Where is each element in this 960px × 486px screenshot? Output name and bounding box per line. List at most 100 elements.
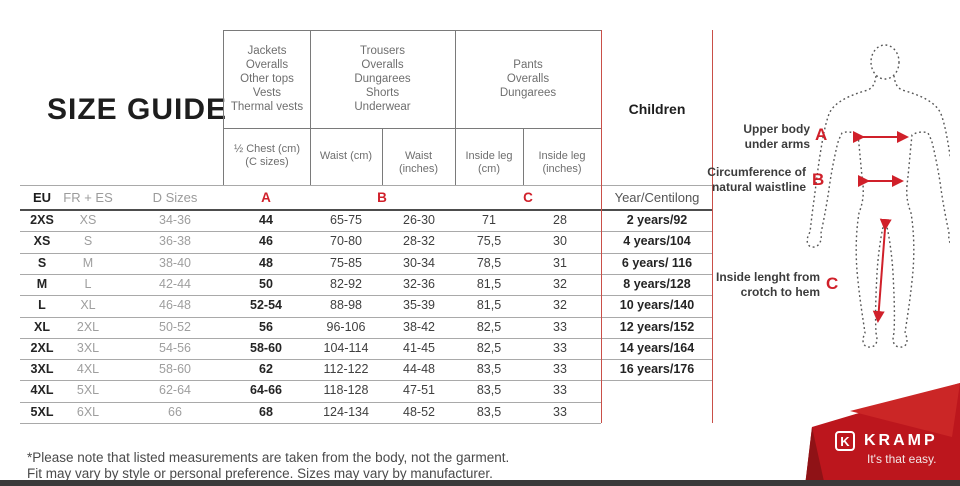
cell-d_sizes: 46-48 [159, 298, 191, 313]
grid-hline [20, 295, 712, 296]
cell-eu: 5XL [30, 404, 54, 419]
measure-b-label: Circumference of natural waistline [707, 165, 806, 194]
cell-leg_in: 33 [553, 404, 567, 419]
cell-waist_in: 38-42 [403, 319, 435, 334]
footnote: *Please note that listed measurements ar… [27, 450, 510, 481]
cell-d_sizes: 36-38 [159, 234, 191, 249]
cell-fr_es: S [83, 234, 93, 249]
cell-d_sizes: 50-52 [159, 319, 191, 334]
header-c: C [523, 190, 533, 205]
cell-waist_in: 47-51 [403, 383, 435, 398]
cell-eu: L [38, 298, 46, 313]
cell-fr_es: XL [80, 298, 96, 313]
grid-hline [20, 359, 712, 360]
cell-leg_cm: 81,5 [476, 276, 502, 291]
cell-waist_in: 30-34 [403, 255, 435, 270]
subheader-inside-leg-inches: Inside leg (inches) [538, 150, 586, 175]
measurement-arrows [853, 131, 909, 323]
grid-hline [20, 209, 712, 211]
cell-chest: 62 [259, 362, 273, 377]
column-group-waist: Trousers Overalls Dungarees Shorts Under… [354, 45, 411, 113]
cell-leg_in: 33 [553, 362, 567, 377]
grid-vline [455, 30, 456, 185]
cell-d_sizes: 62-64 [159, 383, 191, 398]
cell-leg_in: 33 [553, 383, 567, 398]
header-eu: EU [32, 190, 52, 205]
cell-d_sizes: 58-60 [159, 362, 191, 377]
cell-waist_in: 48-52 [403, 404, 435, 419]
grid-hline [20, 338, 712, 339]
cell-waist_cm: 88-98 [330, 298, 362, 313]
cell-children: 12 years/152 [619, 319, 695, 334]
cell-leg_cm: 82,5 [476, 340, 502, 355]
header-a: A [261, 190, 271, 205]
subheader-waist-inches: Waist (inches) [398, 150, 439, 175]
page-title: SIZE GUIDE [47, 93, 228, 126]
cell-chest: 46 [259, 234, 273, 249]
cell-d_sizes: 42-44 [159, 276, 191, 291]
kramp-tagline: It's that easy. [867, 452, 937, 466]
cell-d_sizes: 66 [168, 404, 182, 419]
cell-fr_es: 2XL [76, 319, 100, 334]
cell-waist_cm: 75-85 [330, 255, 362, 270]
measure-a-letter: A [815, 125, 828, 144]
kramp-banner [805, 383, 960, 486]
header-fr-es: FR + ES [63, 190, 113, 205]
cell-children: 2 years/92 [626, 213, 688, 227]
banner-light-facet [850, 383, 960, 437]
cell-fr_es: 6XL [76, 404, 100, 419]
cell-chest: 64-66 [250, 383, 282, 398]
cell-children [602, 380, 712, 401]
measure-a-label: Upper body under arms [743, 122, 810, 151]
cell-fr_es: 3XL [76, 340, 100, 355]
body-measurement-diagram [806, 44, 950, 348]
cell-waist_in: 41-45 [403, 340, 435, 355]
cell-leg_cm: 75,5 [476, 234, 502, 249]
cell-children: 6 years/ 116 [621, 255, 693, 270]
cell-fr_es: M [82, 255, 94, 270]
grid-hline [20, 185, 712, 186]
cell-fr_es: XS [79, 213, 97, 227]
cell-leg_in: 28 [553, 213, 567, 227]
cell-chest: 48 [259, 255, 273, 270]
cell-eu: XS [33, 234, 51, 249]
cell-d_sizes: 38-40 [159, 255, 191, 270]
grid-hline [20, 317, 712, 318]
grid-vline [601, 30, 602, 423]
kramp-wordmark: KRAMP [864, 432, 938, 449]
subheader-inside-leg-cm: Inside leg (cm) [465, 150, 513, 175]
cell-leg_in: 31 [553, 255, 567, 270]
cell-eu: 3XL [30, 362, 54, 377]
cell-waist_in: 32-36 [403, 276, 435, 291]
subheader-half-chest: ½ Chest (cm) (C sizes) [233, 143, 300, 168]
cell-chest: 50 [259, 276, 273, 291]
cell-waist_cm: 65-75 [330, 213, 362, 227]
cell-waist_cm: 96-106 [326, 319, 366, 334]
cell-leg_cm: 71 [482, 213, 496, 227]
cell-children: 14 years/164 [619, 340, 695, 355]
cell-leg_cm: 83,5 [476, 383, 502, 398]
cell-leg_in: 32 [553, 298, 567, 313]
column-group-tops: Jackets Overalls Other tops Vests Therma… [230, 45, 304, 113]
cell-children: 8 years/128 [623, 276, 691, 291]
cell-eu: S [37, 255, 47, 270]
header-b: B [377, 190, 387, 205]
cell-eu: M [36, 276, 48, 291]
cell-waist_cm: 124-134 [323, 404, 369, 419]
grid-vline [523, 128, 524, 185]
column-group-children: Children [628, 101, 686, 117]
grid-hline [223, 128, 601, 129]
bottom-bar [0, 480, 960, 486]
column-group-legs: Pants Overalls Dungarees [499, 59, 557, 99]
grid-hline [20, 423, 601, 424]
kramp-k-icon: K [835, 431, 855, 451]
cell-chest: 58-60 [250, 340, 282, 355]
cell-waist_in: 28-32 [403, 234, 435, 249]
cell-waist_cm: 104-114 [323, 340, 369, 355]
cell-children: 4 years/104 [623, 234, 691, 249]
cell-waist_cm: 82-92 [330, 276, 362, 291]
cell-children: 16 years/176 [619, 362, 695, 377]
cell-eu: 4XL [30, 383, 54, 398]
grid-hline [20, 231, 712, 232]
